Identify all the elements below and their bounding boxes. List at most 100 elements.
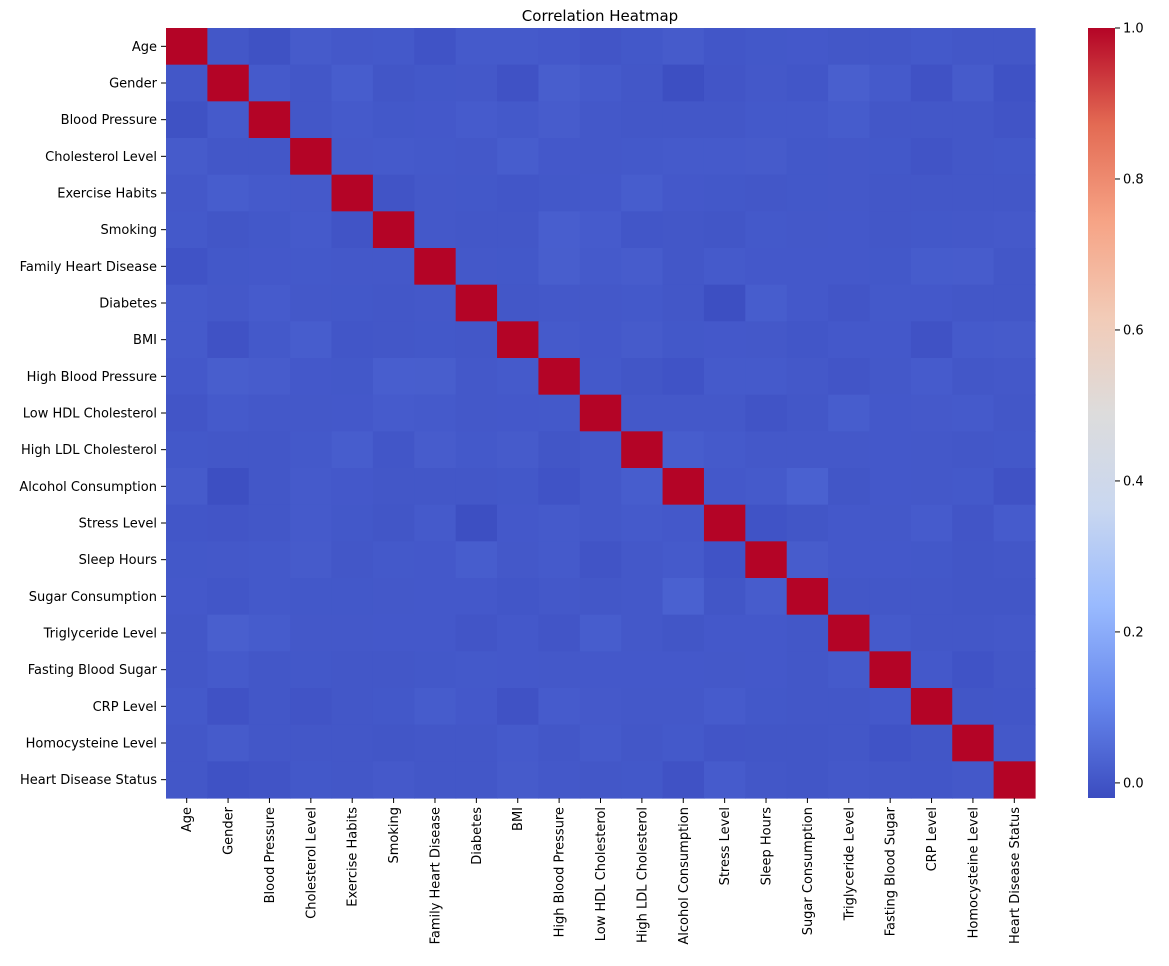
heatmap-cell <box>290 64 333 102</box>
heatmap-cell <box>910 248 953 286</box>
heatmap-cell <box>579 651 622 689</box>
heatmap-cell <box>828 688 871 726</box>
heatmap-cell <box>621 468 664 506</box>
heatmap-cell <box>207 138 250 176</box>
heatmap-cell <box>538 138 581 176</box>
heatmap-cell <box>703 64 746 102</box>
heatmap-cell <box>869 321 912 359</box>
heatmap-cell <box>993 651 1036 689</box>
heatmap-cell <box>497 174 540 212</box>
colorbar-tick-label: 0.2 <box>1123 625 1144 640</box>
heatmap-cell <box>414 174 457 212</box>
heatmap-cell <box>745 431 788 469</box>
x-tick-label: Family Heart Disease <box>428 807 443 944</box>
heatmap-cell <box>952 358 995 396</box>
heatmap-cell <box>786 101 829 139</box>
heatmap-cell <box>745 761 788 799</box>
heatmap-cell <box>538 688 581 726</box>
heatmap-cell <box>869 504 912 542</box>
heatmap-cell <box>662 211 705 249</box>
heatmap-cell <box>703 248 746 286</box>
heatmap-cell <box>869 431 912 469</box>
heatmap-cell <box>952 138 995 176</box>
heatmap-cell <box>662 431 705 469</box>
heatmap-cell <box>828 724 871 762</box>
heatmap-cell <box>166 651 208 689</box>
heatmap-cell <box>952 541 995 579</box>
heatmap-cell <box>207 578 250 616</box>
heatmap-cell <box>538 541 581 579</box>
heatmap-cell <box>579 28 622 66</box>
heatmap-cell <box>331 28 374 66</box>
heatmap-cell <box>869 248 912 286</box>
x-tick-labels: Age Gender Blood Pressure Cholesterol Level… <box>180 806 1023 944</box>
heatmap-cell <box>414 138 457 176</box>
heatmap-cell <box>952 468 995 506</box>
heatmap-cell <box>497 248 540 286</box>
heatmap-cell <box>166 101 208 139</box>
heatmap-cell <box>621 578 664 616</box>
heatmap-cell <box>538 431 581 469</box>
x-tick-label: Homocysteine Level <box>966 807 981 938</box>
heatmap-cell <box>290 321 333 359</box>
heatmap-cell <box>910 651 953 689</box>
heatmap-cell <box>993 724 1036 762</box>
heatmap-cell <box>828 358 871 396</box>
y-tick-label: Stress Level <box>79 517 157 532</box>
heatmap-cell <box>538 468 581 506</box>
heatmap-cell <box>248 101 291 139</box>
heatmap-cell <box>869 394 912 432</box>
x-tick-label: High Blood Pressure <box>553 807 568 937</box>
heatmap-cell <box>455 541 498 579</box>
heatmap-cell <box>621 248 664 286</box>
heatmap-cell <box>745 101 788 139</box>
heatmap-cell <box>538 724 581 762</box>
heatmap-cell <box>248 468 291 506</box>
heatmap-cell <box>662 174 705 212</box>
heatmap-cell <box>828 64 871 102</box>
heatmap-cell <box>455 321 498 359</box>
heatmap-cell <box>621 614 664 652</box>
heatmap-cell <box>745 541 788 579</box>
heatmap-cell <box>372 651 415 689</box>
x-tick-label: Exercise Habits <box>346 807 361 907</box>
heatmap-cell <box>703 284 746 322</box>
heatmap-cell <box>869 28 912 66</box>
heatmap-cell <box>207 724 250 762</box>
heatmap-cell <box>910 358 953 396</box>
heatmap-cell <box>662 138 705 176</box>
y-tick-label: High LDL Cholesterol <box>21 443 157 458</box>
colorbar-tick-label: 1.0 <box>1123 22 1144 37</box>
heatmap-cell <box>207 394 250 432</box>
heatmap-cell <box>497 651 540 689</box>
heatmap-cell <box>290 174 333 212</box>
heatmap-cell <box>703 358 746 396</box>
heatmap-cell <box>166 541 208 579</box>
heatmap-cell <box>952 761 995 799</box>
heatmap-cell <box>248 724 291 762</box>
heatmap-cell <box>414 688 457 726</box>
heatmap-cell <box>786 248 829 286</box>
heatmap-cell <box>372 431 415 469</box>
heatmap-cell <box>331 358 374 396</box>
heatmap-cell <box>910 321 953 359</box>
heatmap-cell <box>621 64 664 102</box>
heatmap-cell <box>745 321 788 359</box>
heatmap-cell <box>745 211 788 249</box>
heatmap-cell <box>455 28 498 66</box>
heatmap-cell <box>497 321 540 359</box>
heatmap-cell <box>952 248 995 286</box>
heatmap-cell <box>331 614 374 652</box>
y-tick-label: Sugar Consumption <box>29 590 157 605</box>
heatmap-cell <box>248 651 291 689</box>
heatmap-cell <box>786 431 829 469</box>
x-tick-label: Gender <box>222 806 237 855</box>
y-tick-label: Triglyceride Level <box>43 627 157 642</box>
heatmap-cell <box>745 504 788 542</box>
heatmap-cell <box>166 578 208 616</box>
heatmap-cell <box>166 64 208 102</box>
colorbar-tick-label: 0.6 <box>1123 323 1144 338</box>
heatmap-cell <box>497 468 540 506</box>
heatmap-cell <box>497 614 540 652</box>
heatmap-cell <box>703 651 746 689</box>
